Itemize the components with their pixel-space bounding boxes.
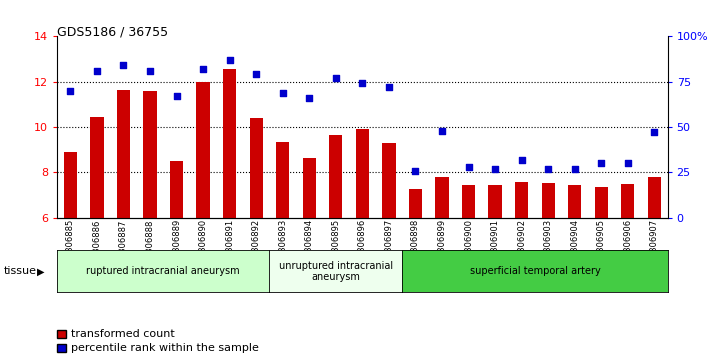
Point bbox=[251, 72, 262, 77]
Bar bbox=[648, 177, 661, 218]
Point bbox=[622, 160, 633, 166]
Bar bbox=[515, 182, 528, 218]
Bar bbox=[90, 117, 104, 218]
Point bbox=[144, 68, 156, 74]
Bar bbox=[382, 143, 396, 218]
Point bbox=[224, 57, 236, 63]
Point bbox=[543, 166, 554, 172]
Point bbox=[356, 81, 368, 86]
Bar bbox=[568, 185, 581, 218]
Text: superficial temporal artery: superficial temporal artery bbox=[470, 266, 600, 276]
Bar bbox=[303, 158, 316, 218]
Bar bbox=[462, 185, 475, 218]
Bar bbox=[250, 118, 263, 218]
Point bbox=[91, 68, 103, 74]
Bar bbox=[64, 152, 77, 218]
Bar bbox=[144, 91, 156, 218]
Text: GDS5186 / 36755: GDS5186 / 36755 bbox=[57, 25, 169, 38]
Point bbox=[65, 88, 76, 94]
Point bbox=[410, 168, 421, 174]
Bar bbox=[170, 161, 183, 218]
Bar bbox=[329, 135, 343, 218]
Point bbox=[303, 95, 315, 101]
Text: transformed count: transformed count bbox=[71, 329, 175, 339]
Point bbox=[330, 75, 341, 81]
Point bbox=[516, 157, 528, 163]
Bar bbox=[488, 185, 502, 218]
Text: unruptured intracranial
aneurysm: unruptured intracranial aneurysm bbox=[278, 261, 393, 282]
Point bbox=[436, 128, 448, 134]
Point bbox=[595, 160, 607, 166]
Point bbox=[118, 62, 129, 68]
Point bbox=[171, 93, 182, 99]
Bar bbox=[276, 142, 289, 218]
Bar bbox=[541, 183, 555, 218]
Text: ▶: ▶ bbox=[37, 266, 45, 276]
Point bbox=[383, 84, 395, 90]
Bar bbox=[223, 69, 236, 218]
Bar bbox=[436, 177, 448, 218]
Bar bbox=[621, 184, 635, 218]
Point bbox=[648, 130, 660, 135]
Bar bbox=[117, 90, 130, 218]
Bar bbox=[595, 187, 608, 218]
Bar bbox=[196, 82, 210, 218]
Text: tissue: tissue bbox=[4, 266, 36, 276]
Point bbox=[569, 166, 580, 172]
Point bbox=[197, 66, 208, 72]
Bar bbox=[409, 189, 422, 218]
Text: ruptured intracranial aneurysm: ruptured intracranial aneurysm bbox=[86, 266, 240, 276]
Point bbox=[489, 166, 501, 172]
Text: percentile rank within the sample: percentile rank within the sample bbox=[71, 343, 259, 353]
Bar bbox=[356, 129, 369, 218]
Point bbox=[277, 90, 288, 95]
Point bbox=[463, 164, 474, 170]
